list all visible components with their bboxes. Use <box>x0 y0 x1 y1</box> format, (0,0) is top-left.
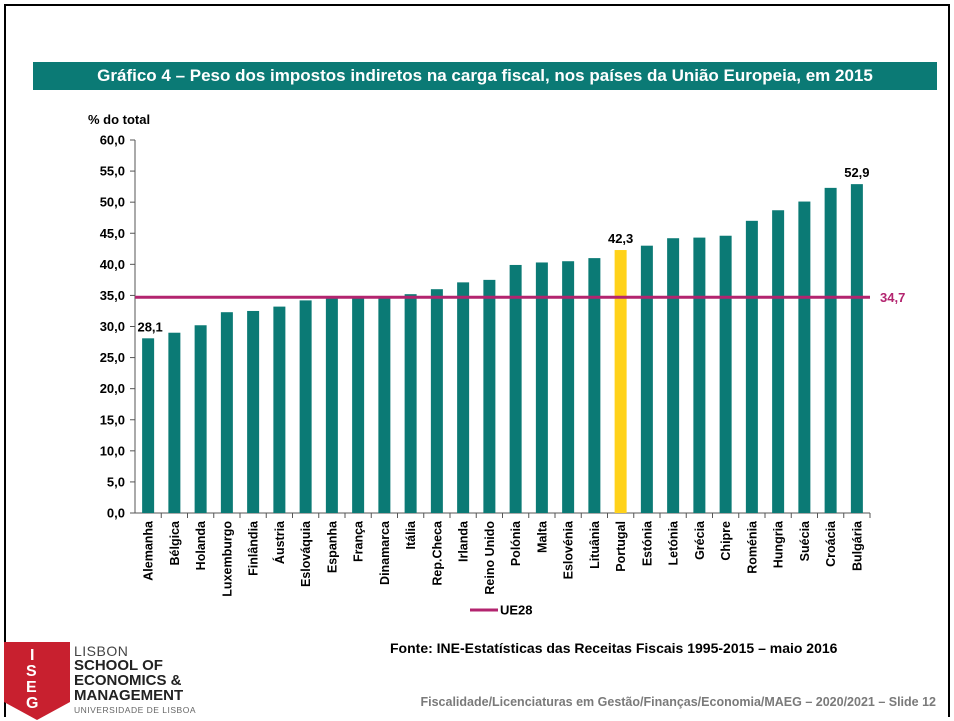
bar <box>273 306 286 513</box>
data-label: 28,1 <box>137 319 162 334</box>
logo-line-economics: ECONOMICS & <box>74 672 182 689</box>
x-tick-label: Chipre <box>719 521 733 561</box>
y-tick-label: 5,0 <box>107 474 125 489</box>
x-tick-label: Lituânia <box>588 520 602 569</box>
iseg-logo-icon: I S E G <box>4 642 70 720</box>
bar-highlight <box>614 250 627 513</box>
chart-title: Gráfico 4 – Peso dos impostos indiretos … <box>33 62 937 90</box>
x-tick-label: Holanda <box>194 520 208 570</box>
x-tick-label: Letónia <box>667 520 681 565</box>
y-tick-label: 45,0 <box>100 226 125 241</box>
bar <box>142 338 155 513</box>
x-tick-label: Grécia <box>693 520 707 560</box>
bar <box>667 238 680 513</box>
y-tick-label: 60,0 <box>100 133 125 148</box>
x-tick-label: Espanha <box>325 520 339 573</box>
bar <box>824 187 837 513</box>
source-note: Fonte: INE-Estatísticas das Receitas Fis… <box>390 640 838 656</box>
bar <box>457 282 470 513</box>
svg-text:I: I <box>30 647 34 664</box>
legend-label: UE28 <box>500 603 533 618</box>
slide-footer: Fiscalidade/Licenciaturas em Gestão/Fina… <box>420 695 936 709</box>
logo-line-management: MANAGEMENT <box>74 687 184 704</box>
bar <box>640 245 653 513</box>
x-tick-label: Áustria <box>272 520 287 564</box>
y-tick-label: 40,0 <box>100 257 125 272</box>
bar <box>588 258 601 513</box>
x-tick-label: Bulgária <box>850 520 864 571</box>
x-tick-label: Itália <box>404 520 418 550</box>
svg-text:S: S <box>26 663 37 680</box>
y-axis-label: % do total <box>88 112 150 127</box>
slide-frame <box>4 4 950 717</box>
bar <box>352 297 365 513</box>
logo-text: LISBON SCHOOL OF ECONOMICS & MANAGEMENT … <box>74 644 196 715</box>
x-tick-label: Hungria <box>772 520 786 568</box>
x-tick-label: Rep.Checa <box>430 520 444 586</box>
bar <box>168 332 181 513</box>
bar <box>430 289 443 513</box>
reference-line-label: 34,7 <box>880 290 905 305</box>
y-tick-label: 10,0 <box>100 443 125 458</box>
bar <box>325 298 338 513</box>
x-tick-label: Polónia <box>509 520 523 566</box>
x-tick-label: Irlanda <box>457 520 471 562</box>
y-tick-label: 20,0 <box>100 381 125 396</box>
x-tick-label: Malta <box>535 520 549 553</box>
x-tick-label: Eslovénia <box>562 520 576 579</box>
y-tick-label: 55,0 <box>100 164 125 179</box>
bar-chart: % do total 0,0 5,0 10,0 15,0 20,0 25,0 30,0 35,0… <box>88 112 905 618</box>
bar <box>220 312 233 513</box>
svg-text:E: E <box>26 679 37 696</box>
x-tick-label: Luxemburgo <box>220 521 234 597</box>
bar <box>719 235 732 513</box>
bar <box>509 264 522 513</box>
logo-line-school: SCHOOL OF <box>74 657 163 674</box>
y-tick-label: 35,0 <box>100 288 125 303</box>
x-tick-label: Roménia <box>745 520 759 574</box>
x-tick-label: Croácia <box>824 520 838 567</box>
bar <box>850 184 863 513</box>
bar <box>798 201 811 514</box>
x-tick-label: Reino Unido <box>483 521 497 595</box>
bar <box>745 220 758 514</box>
logo-line-university: UNIVERSIDADE DE LISBOA <box>74 705 197 715</box>
y-tick-label: 50,0 <box>100 195 125 210</box>
bar <box>483 279 496 513</box>
x-tick-label: Dinamarca <box>378 520 392 585</box>
svg-text:G: G <box>26 695 38 712</box>
x-tick-label: França <box>352 520 366 562</box>
data-label: 42,3 <box>608 231 633 246</box>
bar <box>404 294 417 513</box>
x-tick-label: Finlândia <box>247 520 261 576</box>
x-tick-label: Alemanha <box>142 520 156 581</box>
x-tick-label: Eslováquia <box>299 520 313 587</box>
x-tick-label: Bélgica <box>168 520 182 566</box>
bar <box>772 210 785 513</box>
bar <box>693 237 706 513</box>
bar <box>247 310 260 513</box>
bar <box>299 300 312 513</box>
y-tick-label: 0,0 <box>107 506 125 521</box>
data-label: 52,9 <box>844 165 869 180</box>
x-tick-label: Portugal <box>614 521 628 572</box>
bar <box>194 325 207 513</box>
x-tick-label: Suécia <box>798 520 812 561</box>
y-tick-label: 30,0 <box>100 319 125 334</box>
bar <box>535 262 548 513</box>
y-tick-label: 25,0 <box>100 350 125 365</box>
bar <box>378 297 391 513</box>
bar <box>562 261 575 513</box>
logo-line-lisbon: LISBON <box>74 643 129 659</box>
x-tick-label: Estónia <box>640 520 654 566</box>
y-tick-label: 15,0 <box>100 412 125 427</box>
